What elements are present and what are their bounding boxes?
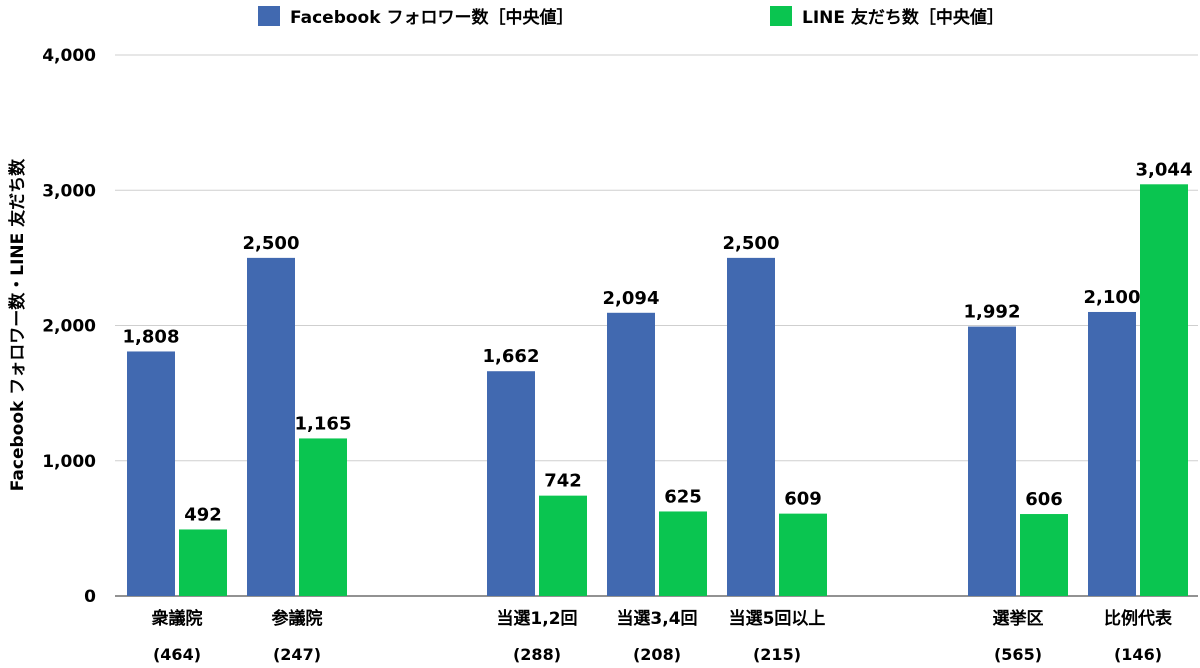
- category-label: 当選1,2回: [496, 608, 577, 629]
- facebook-bar: [1088, 311, 1136, 596]
- data-label: 1,992: [964, 302, 1021, 323]
- data-label: 2,100: [1084, 287, 1141, 308]
- value-labels: 1,808 492 2,500 1,165 1,662 742 2,094 625 2,500 6…: [123, 159, 1193, 525]
- legend-label-facebook: Facebook フォロワー数［中央値］: [290, 7, 573, 28]
- data-label: 3,044: [1136, 159, 1193, 180]
- line-bar: [179, 529, 227, 596]
- category-label: 当選3,4回: [616, 608, 697, 629]
- category-label: 選挙区: [993, 608, 1044, 629]
- category-count-label: (565): [994, 645, 1042, 664]
- legend-label-line: LINE 友だち数［中央値］: [802, 7, 1004, 28]
- line-bar: [779, 513, 827, 596]
- data-label: 1,165: [295, 413, 352, 434]
- gridlines: [115, 54, 1198, 597]
- data-label: 2,500: [723, 233, 780, 254]
- facebook-bar: [127, 351, 175, 596]
- category-label: 衆議院: [152, 608, 203, 629]
- category-count-label: (208): [633, 645, 681, 664]
- data-label: 609: [784, 489, 822, 510]
- facebook-bar: [607, 312, 655, 596]
- data-label: 625: [664, 486, 702, 507]
- line-bar: [539, 495, 587, 596]
- legend-swatch-line: [770, 6, 792, 26]
- data-label: 1,662: [483, 346, 540, 367]
- category-label: 当選5回以上: [729, 608, 826, 629]
- line-bar: [1020, 514, 1068, 596]
- x-axis-categories: 衆議院 (464) 参議院 (247) 当選1,2回 (288) 当選3,4回 (208) 当選…: [152, 608, 1173, 664]
- facebook-bar: [968, 326, 1016, 596]
- facebook-bar: [727, 257, 775, 596]
- legend: Facebook フォロワー数［中央値］ LINE 友だち数［中央値］: [258, 6, 1004, 28]
- category-count-label: (215): [753, 645, 801, 664]
- facebook-bar: [487, 371, 535, 596]
- facebook-bar: [247, 257, 295, 596]
- y-tick-label: 4,000: [42, 46, 96, 66]
- y-axis-title: Facebook フォロワー数・LINE 友だち数: [7, 158, 28, 491]
- bars: [127, 184, 1188, 596]
- category-count-label: (247): [273, 645, 321, 664]
- data-label: 742: [544, 471, 582, 492]
- y-axis-ticks: 0 1,000 2,000 3,000 4,000: [42, 46, 96, 607]
- legend-swatch-facebook: [258, 6, 280, 26]
- category-count-label: (146): [1114, 645, 1162, 664]
- category-label: 比例代表: [1104, 608, 1173, 629]
- category-label: 参議院: [272, 608, 323, 629]
- category-count-label: (288): [513, 645, 561, 664]
- category-count-label: (464): [153, 645, 201, 664]
- y-tick-label: 1,000: [42, 452, 96, 472]
- line-bar: [1140, 184, 1188, 596]
- y-tick-label: 2,000: [42, 317, 96, 337]
- data-label: 2,094: [603, 288, 660, 309]
- line-bar: [659, 511, 707, 596]
- y-tick-label: 3,000: [42, 181, 96, 201]
- data-label: 492: [184, 504, 222, 525]
- data-label: 606: [1025, 489, 1063, 510]
- y-tick-label: 0: [84, 587, 96, 607]
- data-label: 1,808: [123, 326, 180, 347]
- line-bar: [299, 438, 347, 596]
- data-label: 2,500: [243, 233, 300, 254]
